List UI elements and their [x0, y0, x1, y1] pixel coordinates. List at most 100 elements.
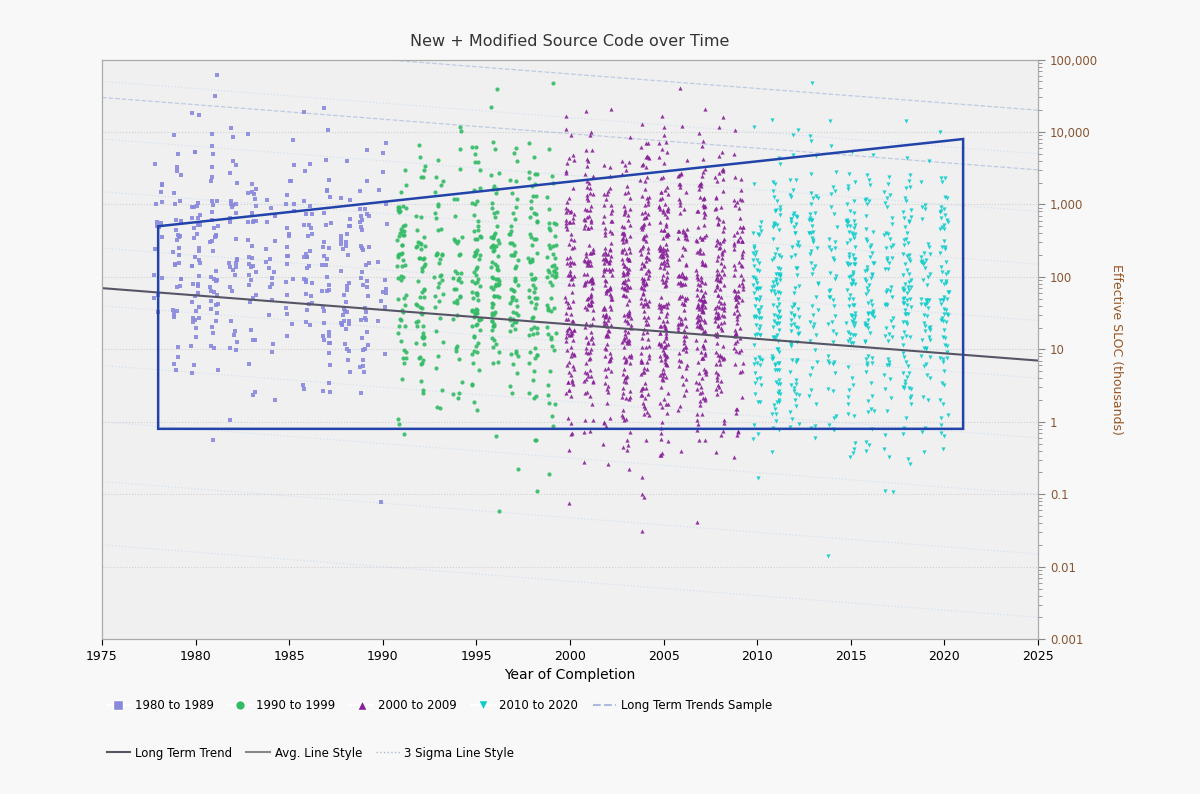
Point	[688, 299, 707, 312]
Point	[785, 226, 804, 239]
Point	[484, 340, 503, 353]
Point	[640, 340, 659, 353]
Point	[425, 271, 444, 283]
Point	[769, 364, 788, 376]
Point	[732, 365, 751, 378]
Point	[396, 259, 415, 272]
Point	[164, 357, 184, 370]
Point	[920, 333, 940, 346]
Point	[857, 235, 876, 248]
Point	[182, 106, 202, 119]
Point	[204, 198, 223, 211]
Point	[392, 314, 412, 326]
Point	[564, 363, 583, 376]
Point	[614, 268, 634, 280]
Point	[522, 255, 541, 268]
Point	[407, 240, 426, 252]
Point	[658, 228, 677, 241]
Point	[726, 337, 745, 349]
Point	[937, 191, 956, 204]
Point	[920, 321, 940, 333]
Point	[937, 214, 956, 226]
Point	[691, 283, 710, 296]
Point	[744, 339, 763, 352]
Point	[414, 231, 433, 244]
Point	[787, 268, 806, 281]
Point	[377, 283, 396, 295]
Point	[278, 222, 298, 234]
Point	[559, 322, 578, 334]
Point	[427, 248, 446, 260]
Point	[466, 141, 485, 153]
Point	[894, 212, 913, 225]
Point	[206, 274, 226, 287]
Point	[670, 196, 689, 209]
Point	[692, 372, 712, 384]
Point	[769, 357, 788, 369]
Point	[766, 330, 785, 343]
Point	[920, 322, 940, 334]
Point	[617, 376, 636, 388]
Point	[732, 251, 751, 264]
Point	[838, 237, 857, 249]
Point	[637, 298, 656, 310]
Point	[619, 326, 638, 338]
Point	[168, 165, 187, 178]
Point	[582, 258, 601, 271]
Point	[640, 191, 659, 203]
Point	[632, 471, 652, 484]
Point	[690, 314, 709, 326]
Point	[317, 154, 336, 167]
Point	[596, 310, 616, 322]
Point	[690, 399, 709, 411]
Point	[658, 359, 677, 372]
Point	[482, 240, 502, 252]
Point	[426, 290, 445, 303]
Point	[338, 249, 358, 261]
Point	[168, 351, 187, 364]
Point	[151, 217, 170, 229]
Point	[500, 325, 520, 337]
Point	[676, 341, 695, 353]
Point	[522, 239, 541, 252]
Point	[635, 272, 654, 285]
Point	[377, 218, 396, 230]
Point	[689, 179, 708, 191]
Point	[692, 304, 712, 317]
Point	[785, 299, 804, 311]
Point	[413, 252, 432, 265]
Point	[432, 274, 451, 287]
Point	[504, 249, 523, 261]
Point	[484, 357, 503, 369]
Point	[673, 119, 692, 132]
Point	[504, 249, 523, 261]
Point	[882, 330, 901, 343]
Point	[931, 222, 950, 235]
Point	[298, 251, 317, 264]
Point	[770, 158, 790, 171]
Point	[692, 303, 712, 315]
Point	[396, 164, 415, 176]
Point	[582, 298, 601, 310]
Point	[632, 242, 652, 255]
Point	[613, 391, 632, 403]
Point	[503, 284, 522, 297]
Point	[616, 187, 635, 199]
Point	[224, 329, 244, 341]
Point	[509, 46, 528, 59]
Point	[166, 257, 185, 270]
Point	[395, 292, 414, 305]
Point	[560, 428, 580, 441]
Point	[601, 290, 620, 303]
Point	[368, 314, 388, 327]
Point	[426, 206, 445, 219]
Point	[433, 175, 452, 187]
Point	[935, 218, 954, 231]
Point	[859, 174, 878, 187]
Point	[170, 230, 190, 243]
Point	[247, 199, 266, 212]
Point	[181, 340, 200, 353]
Point	[521, 201, 540, 214]
Point	[803, 76, 822, 89]
Point	[839, 334, 858, 347]
